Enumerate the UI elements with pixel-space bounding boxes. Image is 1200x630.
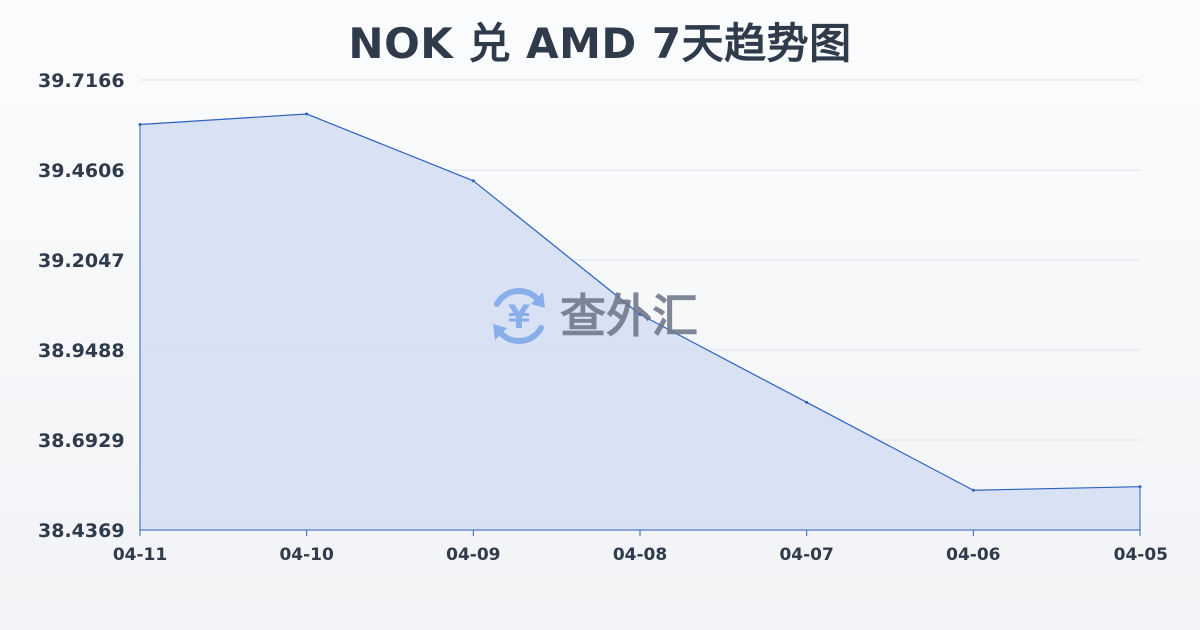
yen-exchange-icon: ¥ <box>493 287 545 345</box>
series-line-segment <box>306 113 474 182</box>
x-tick-label: 04-11 <box>113 545 167 565</box>
series-line-segment <box>639 313 807 403</box>
x-tick-label: 04-06 <box>946 545 1000 565</box>
y-tick-label: 39.4606 <box>38 160 125 182</box>
y-tick-label: 38.4369 <box>38 520 125 542</box>
x-tick-label: 04-07 <box>779 545 833 565</box>
x-tick-labels: 04-11 04-10 04-09 04-08 04-07 04-06 04-05 <box>113 530 1168 565</box>
y-tick-label: 38.6929 <box>38 430 125 452</box>
x-tick-label: 04-05 <box>1114 545 1168 565</box>
x-tick-label: 04-10 <box>279 545 334 565</box>
area-series <box>138 112 1142 530</box>
y-tick-labels: 39.7166 39.4606 39.2047 38.9488 38.6929 38.43… <box>38 70 125 542</box>
watermark: ¥ 查外汇 <box>493 287 698 345</box>
yen-glyph: ¥ <box>508 298 530 336</box>
y-tick-label: 39.2047 <box>38 250 125 272</box>
y-tick-label: 39.7166 <box>38 70 125 92</box>
y-tick-label: 38.9488 <box>38 340 125 362</box>
data-point <box>305 112 309 116</box>
data-point <box>471 179 475 183</box>
series-line-segment <box>973 486 1141 491</box>
x-tick-label: 04-09 <box>446 545 500 565</box>
series-line-segment <box>806 401 974 491</box>
series-line-segment <box>472 180 641 315</box>
x-tick-label: 04-08 <box>613 545 667 565</box>
series-line-segment <box>139 113 307 126</box>
area-fill <box>140 113 1140 530</box>
data-point <box>971 488 975 492</box>
data-point <box>638 312 642 316</box>
data-point <box>805 400 809 404</box>
chart-title: NOK 兑 AMD 7天趋势图 <box>348 19 852 68</box>
watermark-text: 查外汇 <box>560 289 698 343</box>
